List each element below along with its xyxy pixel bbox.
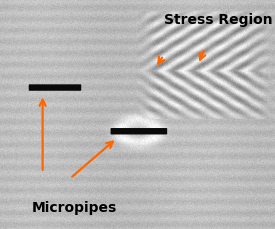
FancyBboxPatch shape bbox=[111, 128, 167, 135]
Text: Micropipes: Micropipes bbox=[32, 200, 117, 214]
Text: Stress Region: Stress Region bbox=[164, 13, 273, 27]
FancyBboxPatch shape bbox=[29, 85, 81, 91]
